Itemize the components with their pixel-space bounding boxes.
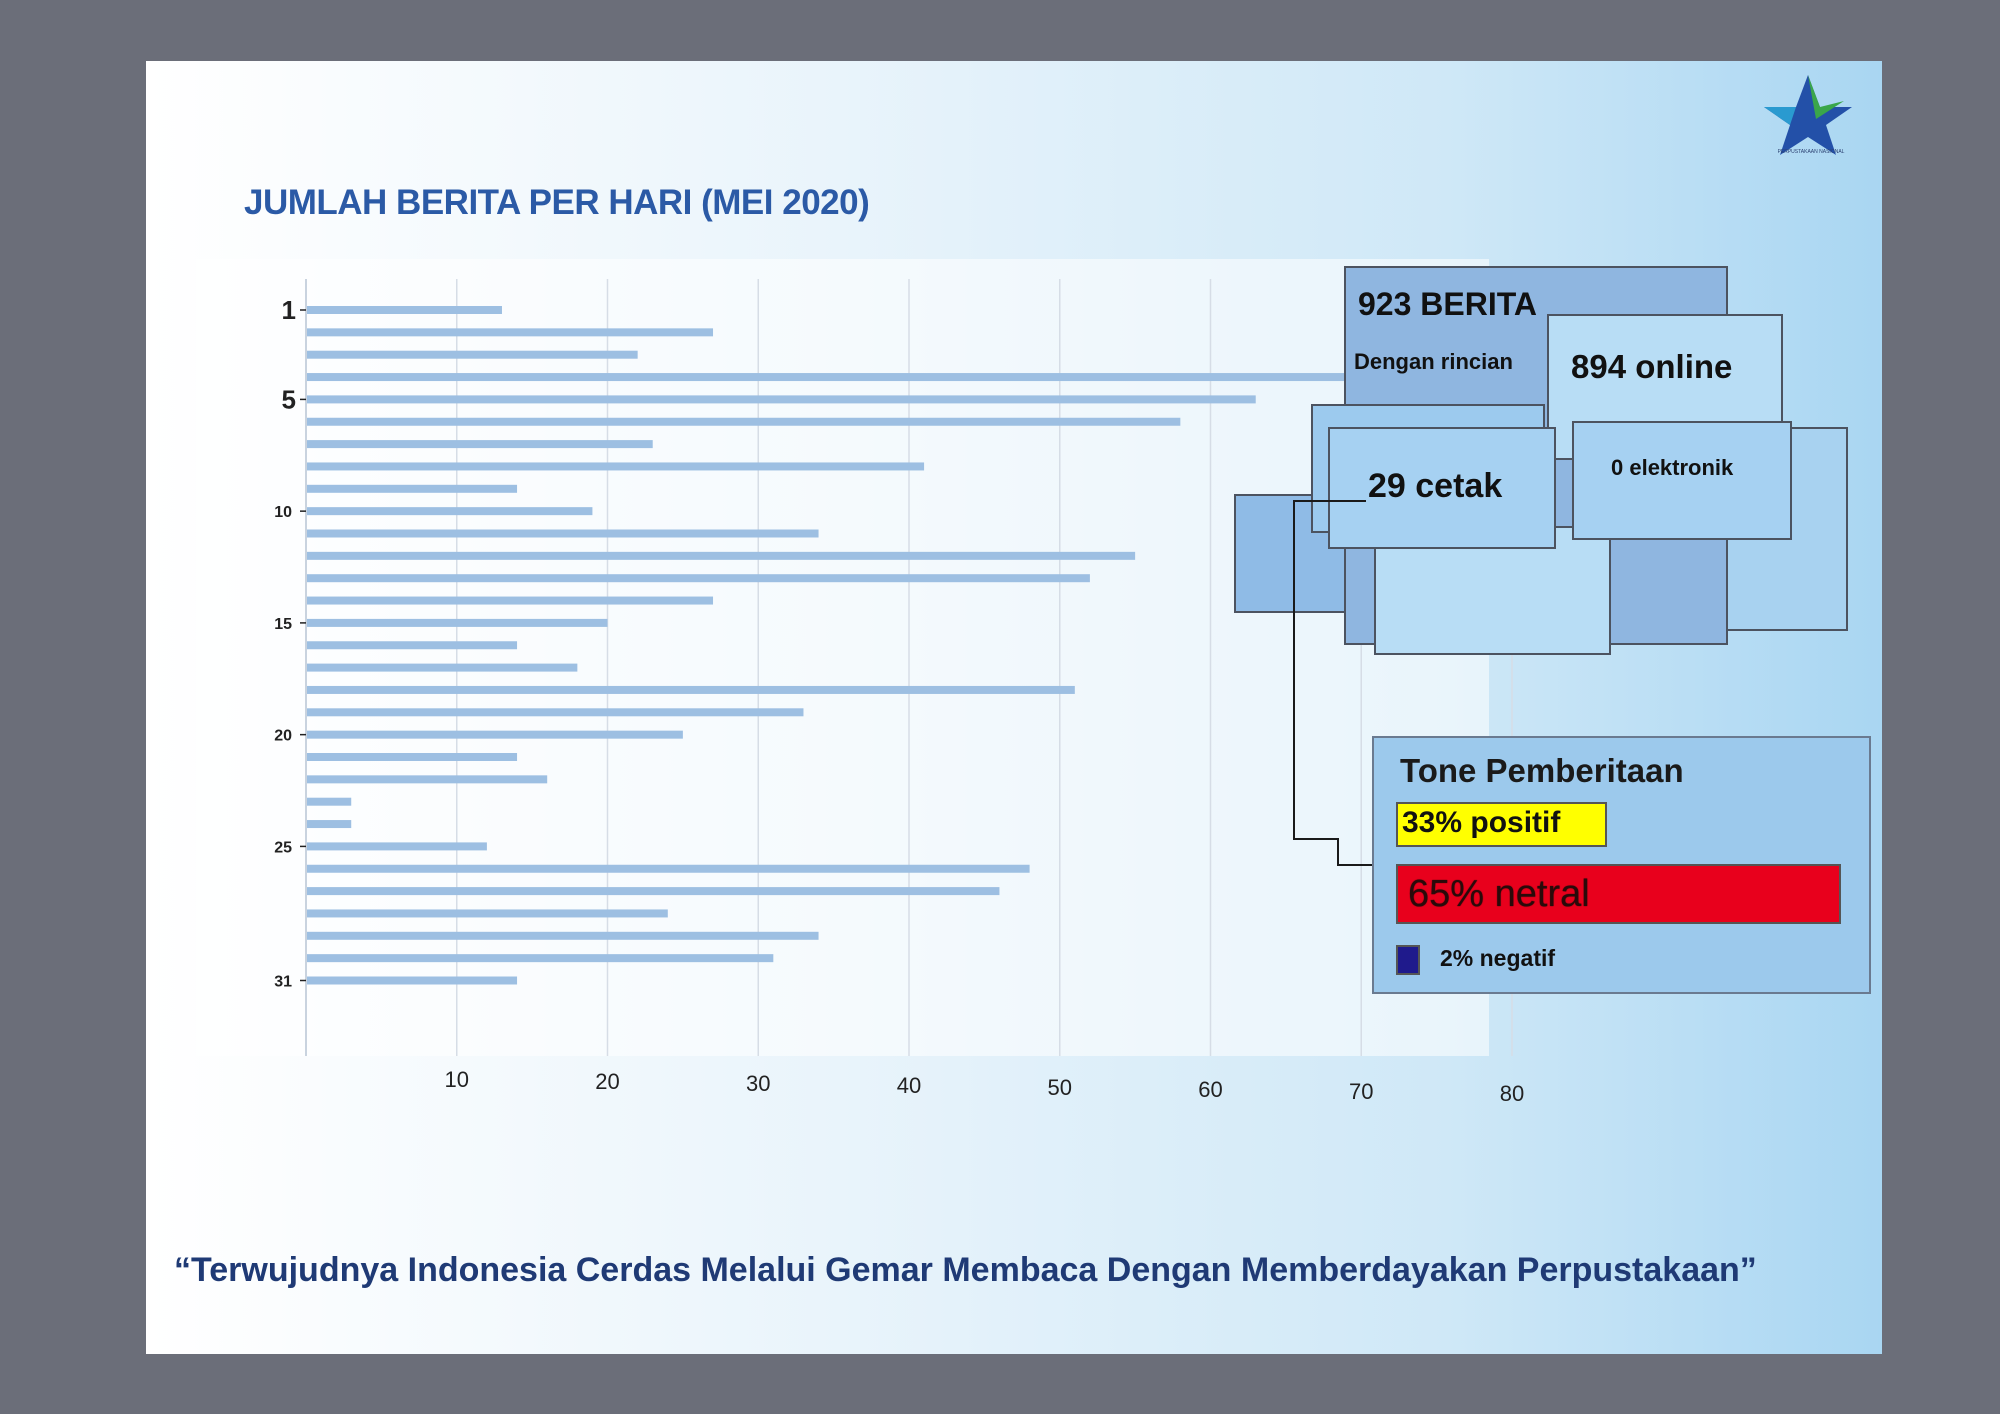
bar-day-27 bbox=[307, 887, 1000, 896]
bar-day-3 bbox=[307, 350, 638, 359]
x-tick-label: 20 bbox=[595, 1069, 619, 1094]
x-tick-label: 80 bbox=[1500, 1081, 1524, 1106]
online-count: 894 online bbox=[1571, 348, 1733, 385]
y-tick-label: 1 bbox=[282, 295, 296, 325]
bar-day-5 bbox=[307, 395, 1256, 404]
bar-day-17 bbox=[307, 663, 578, 672]
tone-positif-label: 33% positif bbox=[1402, 806, 1561, 839]
elektronik-count: 0 elektronik bbox=[1611, 455, 1734, 480]
slide: PERPUSTAKAAN NASIONAL JUMLAH BERITA PER … bbox=[146, 61, 1882, 1354]
bar-day-8 bbox=[307, 462, 925, 471]
y-tick-label: 5 bbox=[282, 384, 296, 414]
bar-day-12 bbox=[307, 551, 1136, 560]
cetak-box bbox=[1328, 427, 1556, 549]
connector-line bbox=[1293, 500, 1372, 866]
cetak-count: 29 cetak bbox=[1368, 467, 1503, 505]
bar-day-14 bbox=[307, 596, 714, 605]
bar-day-16 bbox=[307, 641, 518, 650]
bar-day-13 bbox=[307, 574, 1090, 583]
footer-quote: “Terwujudnya Indonesia Cerdas Melalui Ge… bbox=[174, 1251, 1757, 1289]
summary-subtitle: Dengan rincian bbox=[1354, 349, 1513, 374]
x-tick-label: 30 bbox=[746, 1071, 770, 1096]
bar-day-15 bbox=[307, 618, 608, 627]
bar-day-19 bbox=[307, 708, 804, 717]
plot-area bbox=[196, 259, 1489, 1056]
y-tick-label: 15 bbox=[274, 616, 292, 633]
bar-day-25 bbox=[307, 842, 487, 851]
x-tick-label: 10 bbox=[445, 1067, 469, 1092]
bar-day-20 bbox=[307, 730, 683, 739]
bar-day-31 bbox=[307, 976, 518, 985]
tone-title: Tone Pemberitaan bbox=[1400, 752, 1684, 789]
y-tick-label: 10 bbox=[274, 504, 292, 521]
x-tick-label: 50 bbox=[1048, 1075, 1072, 1100]
page-title: JUMLAH BERITA PER HARI (MEI 2020) bbox=[244, 183, 870, 222]
bar-day-6 bbox=[307, 417, 1181, 426]
bar-day-22 bbox=[307, 775, 548, 784]
bar-day-11 bbox=[307, 529, 819, 538]
bar-day-23 bbox=[307, 797, 352, 806]
logo-caption: PERPUSTAKAAN NASIONAL bbox=[1777, 149, 1845, 155]
bar-day-28 bbox=[307, 909, 668, 918]
bar-day-1 bbox=[307, 306, 502, 314]
star-logo-icon bbox=[1764, 75, 1852, 155]
y-tick-label: 31 bbox=[274, 974, 292, 991]
x-tick-label: 70 bbox=[1349, 1079, 1373, 1104]
bar-day-26 bbox=[307, 864, 1030, 873]
x-tick-label: 40 bbox=[897, 1073, 921, 1098]
y-tick-label: 20 bbox=[274, 728, 292, 745]
tone-netral-bar: 65% netral bbox=[1396, 864, 1841, 924]
bar-day-4 bbox=[307, 373, 1347, 382]
tone-positif-bar: 33% positif bbox=[1396, 802, 1607, 847]
summary-total: 923 BERITA bbox=[1358, 286, 1538, 322]
tone-negatif-bar bbox=[1396, 945, 1420, 975]
x-tick-label: 60 bbox=[1198, 1077, 1222, 1102]
bar-day-30 bbox=[307, 954, 774, 963]
bar-day-2 bbox=[307, 328, 714, 337]
bar-day-7 bbox=[307, 440, 653, 449]
y-tick-label: 25 bbox=[274, 839, 292, 856]
tone-negatif-label: 2% negatif bbox=[1440, 945, 1556, 971]
tone-panel: Tone Pemberitaan 33% positif 65% netral … bbox=[1372, 736, 1871, 994]
bar-day-21 bbox=[307, 753, 518, 761]
bar-day-18 bbox=[307, 685, 1075, 694]
bar-day-9 bbox=[307, 484, 518, 493]
bar-day-29 bbox=[307, 931, 819, 940]
elektronik-box bbox=[1572, 421, 1792, 540]
bar-day-10 bbox=[307, 507, 593, 516]
bar-day-24 bbox=[307, 820, 352, 829]
tone-netral-label: 65% netral bbox=[1408, 873, 1590, 915]
